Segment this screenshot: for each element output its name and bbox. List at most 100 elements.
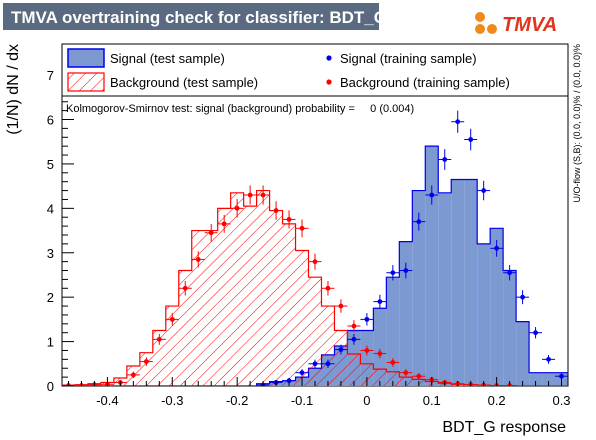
y-tick-label: 3: [47, 246, 54, 261]
tmva-logo-text: TMVA: [502, 14, 557, 36]
y-tick-label: 2: [47, 290, 54, 305]
signal-training-point: [516, 290, 530, 305]
x-tick-label: -0.2: [226, 393, 248, 408]
background-training-point: [230, 199, 244, 218]
y-tick-label: 5: [47, 157, 54, 172]
signal-test-bar: [490, 228, 504, 386]
legend-label-background-training: Background (training sample): [340, 75, 510, 90]
legend: Signal (test sample) Signal (training sa…: [61, 43, 569, 97]
background-training-point: [269, 201, 283, 220]
signal-training-point: [308, 359, 322, 368]
background-test-bar: [230, 192, 244, 386]
signal-training-point-marker: [533, 330, 538, 336]
legend-marker-background-training: [326, 79, 332, 85]
x-tick-label: -0.3: [161, 393, 183, 408]
background-test-bar: [347, 354, 361, 386]
signal-test-bar: [438, 192, 452, 386]
signal-test-bar: [412, 190, 426, 386]
tmva-logo: TMVA: [475, 12, 557, 36]
signal-training-point-marker: [351, 336, 357, 342]
background-training-point-marker: [143, 359, 149, 364]
chart-title: TMVA overtraining check for classifier: …: [11, 8, 387, 27]
signal-test-bar: [516, 321, 530, 386]
background-training-point-marker: [338, 303, 344, 309]
y-tick-label: 7: [47, 68, 54, 83]
signal-training-point-marker: [286, 378, 292, 384]
signal-training-point: [490, 239, 504, 257]
y-tick-label: 0: [47, 379, 54, 394]
legend-swatch-background-test: [67, 72, 105, 92]
signal-test-bar: [542, 372, 556, 386]
signal-test-bar: [386, 277, 400, 386]
axes: -0.4 -0.3 -0.2 -0.1 0 0.1 0.2 0.3 0 1 2 3 4 5 6 7: [47, 47, 571, 408]
background-training-point: [191, 251, 205, 268]
signal-training-point-marker: [546, 356, 551, 362]
background-training-point-marker: [221, 221, 227, 227]
signal-test-bar: [425, 146, 439, 386]
background-test-bar: [165, 306, 179, 386]
signal-training-point: [334, 344, 348, 355]
legend-box: [61, 43, 569, 97]
background-training-point: [204, 224, 218, 242]
signal-training-point: [425, 185, 439, 205]
x-axis-label: BDT_G response: [442, 419, 566, 436]
background-test-bar: [386, 371, 400, 386]
background-training-point-marker: [325, 285, 331, 291]
signal-training-point: [451, 110, 465, 133]
signal-training-point: [542, 354, 556, 364]
legend-label-signal-test: Signal (test sample): [110, 51, 225, 66]
background-training-point: [334, 299, 348, 313]
background-training-point: [347, 320, 361, 333]
signal-training-point: [555, 373, 568, 380]
signal-training-point-marker: [325, 361, 331, 367]
x-tick-label: 0.3: [552, 393, 570, 408]
legend-label-background-test: Background (test sample): [110, 75, 258, 90]
background-test-bar: [139, 352, 153, 386]
x-tick-label: 0.2: [488, 393, 506, 408]
background-training-point: [217, 214, 231, 233]
background-training-point-marker: [247, 192, 253, 198]
signal-training-point: [477, 180, 491, 201]
signal-training-point: [503, 265, 517, 281]
x-tick-label: -0.4: [96, 393, 118, 408]
signal-training-point-marker: [442, 157, 448, 162]
background-training-point-marker: [299, 225, 305, 231]
x-tick-label: 0.1: [423, 393, 441, 408]
background-training-point-marker: [312, 259, 318, 265]
background-test-bar: [256, 190, 270, 386]
background-test-bar: [204, 230, 218, 386]
background-training-point: [139, 357, 153, 366]
signal-test-bar: [451, 179, 465, 386]
legend-label-signal-training: Signal (training sample): [340, 51, 477, 66]
background-test-bar: [191, 230, 205, 386]
background-training-point: [360, 345, 374, 356]
ks-test-annotation: Kolmogorov-Smirnov test: signal (backgro…: [66, 103, 414, 115]
background-training-point-marker: [351, 323, 357, 329]
signal-training-point-marker: [338, 347, 344, 352]
title-box: [3, 3, 379, 30]
background-training-point-marker: [234, 205, 240, 211]
background-training-point-marker: [130, 372, 136, 378]
background-training-point: [178, 281, 192, 296]
signal-test-bar: [373, 308, 387, 386]
signal-training-point-marker: [559, 373, 564, 379]
x-tick-label: 0: [363, 393, 370, 408]
signal-training-point: [399, 262, 413, 279]
background-training-point-marker: [169, 316, 175, 322]
background-training-point-marker: [364, 348, 370, 353]
background-training-point: [386, 358, 400, 367]
signal-training-point-marker: [507, 270, 513, 276]
signal-training-point: [438, 149, 452, 170]
background-training-point-marker: [416, 373, 422, 379]
signal-training-point-marker: [468, 137, 474, 142]
signal-training-point-marker: [403, 268, 409, 273]
background-test-bar: [308, 277, 322, 386]
background-test-bar: [178, 270, 192, 386]
signal-training-point: [412, 212, 426, 231]
background-training-point-marker: [182, 285, 188, 291]
signal-training-point-marker: [390, 270, 396, 276]
signal-training-point-marker: [455, 119, 461, 125]
signal-training-point: [360, 313, 374, 326]
background-training-point-marker: [208, 230, 214, 236]
